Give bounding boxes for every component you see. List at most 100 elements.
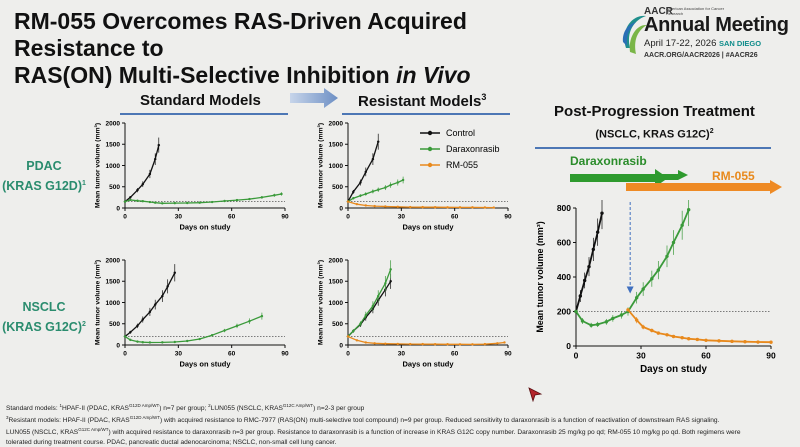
fn2d: ) with acquired resistance to RMC-7977 (… <box>159 417 720 425</box>
data-point-daraxonrasib <box>376 188 380 191</box>
x-tick-label: 0 <box>346 214 350 221</box>
data-point-daraxonrasib <box>141 341 145 344</box>
data-point-daraxonrasib <box>384 282 387 285</box>
y-tick-label: 500 <box>332 184 343 191</box>
data-point-daraxonrasib <box>123 335 127 338</box>
data-point-control <box>173 271 177 274</box>
timeline-daraxonrasib-bar-2 <box>628 170 688 180</box>
pdac-label: PDAC <box>26 159 62 173</box>
data-point-rm-055 <box>471 343 474 346</box>
data-point-control <box>587 264 591 269</box>
data-point-daraxonrasib <box>371 190 375 193</box>
data-point-daraxonrasib <box>364 314 368 317</box>
data-point-control <box>591 247 596 252</box>
data-point-rm-055 <box>408 342 412 346</box>
fn1-ref1: 1 <box>59 403 63 408</box>
data-point-control <box>136 188 139 192</box>
data-point-rm-055 <box>355 202 359 206</box>
timeline-rm055-label: RM-055 <box>712 169 755 183</box>
x-tick-label: 30 <box>175 214 183 221</box>
data-point-daraxonrasib <box>401 178 405 182</box>
x-tick-label: 60 <box>451 351 459 358</box>
data-point-daraxonrasib <box>260 314 264 318</box>
data-point-daraxonrasib <box>136 340 139 343</box>
header-resistant-models: Resistant Models3 <box>358 92 486 110</box>
y-tick-label: 1000 <box>106 163 121 170</box>
data-point-rm-055 <box>433 343 437 346</box>
data-point-daraxonrasib <box>656 268 661 272</box>
data-point-daraxonrasib <box>161 202 164 205</box>
slide-title: RM-055 Overcomes RAS-Driven Acquired Res… <box>14 8 574 89</box>
fn1a: Standard models: <box>6 405 60 413</box>
data-point-daraxonrasib <box>389 268 392 271</box>
data-point-control <box>376 140 380 143</box>
pdac-sub-text: (KRAS G12D) <box>2 179 82 194</box>
data-point-daraxonrasib <box>280 192 283 196</box>
x-axis-label: Days on study <box>402 360 454 369</box>
data-point-rm-055 <box>364 204 368 207</box>
data-point-control <box>371 157 375 161</box>
data-point-daraxonrasib <box>248 319 251 323</box>
chart-legend: Control Daraxonrasib RM-055 <box>420 128 500 170</box>
x-tick-label: 30 <box>398 214 406 221</box>
series-line-rm-055 <box>347 200 494 209</box>
data-point-rm-055 <box>458 343 462 346</box>
y-tick-label: 200 <box>557 306 571 316</box>
data-point-daraxonrasib <box>210 333 214 337</box>
data-point-rm-055 <box>408 205 412 209</box>
meeting-dates: April 17-22, 2026 SAN DIEGO <box>644 38 761 49</box>
data-point-daraxonrasib <box>634 295 639 300</box>
y-tick-label: 0 <box>116 342 120 349</box>
y-axis-label: Mean tumor volume (mm³) <box>318 123 325 208</box>
x-tick-label: 0 <box>123 214 127 221</box>
data-point-rm-055 <box>433 206 437 209</box>
fn3b: G12C Amp/WT <box>78 427 109 433</box>
fn1g: ) n=2-3 per group <box>313 405 365 413</box>
x-tick-label: 30 <box>175 351 183 358</box>
y-tick-label: 0 <box>339 205 343 212</box>
series-line-rm-055 <box>627 309 772 344</box>
data-point-rm-055 <box>769 340 773 344</box>
data-point-daraxonrasib <box>161 341 164 344</box>
y-tick-label: 500 <box>332 321 343 328</box>
data-point-control <box>578 294 583 298</box>
data-point-control <box>141 318 145 321</box>
y-tick-label: 1500 <box>329 279 344 286</box>
x-axis-label: Days on study <box>402 223 454 232</box>
legend-item-rm055: RM-055 <box>420 160 478 170</box>
x-tick-label: 90 <box>504 214 512 221</box>
y-tick-label: 2000 <box>106 120 121 127</box>
aacr-logo: AACR American Association for Cancer Res… <box>620 6 795 64</box>
x-axis-label: Days on study <box>179 223 231 232</box>
data-point-daraxonrasib <box>223 199 226 203</box>
data-point-daraxonrasib <box>235 198 239 202</box>
data-point-control <box>157 143 161 147</box>
data-point-control <box>153 157 157 161</box>
header-resistant-underline <box>342 113 510 115</box>
treatment-timeline: Daraxonrasib RM-055 <box>570 154 782 194</box>
data-point-control <box>389 280 392 283</box>
data-point-daraxonrasib <box>611 316 615 321</box>
fn1d: ) n=7 per group; <box>159 405 209 413</box>
data-point-control <box>129 331 132 334</box>
footnote-line-3: LUN055 (NSCLC, KRASG12C Amp/WT) with acq… <box>6 425 796 437</box>
series-line-daraxonrasib <box>575 209 690 327</box>
series-line-daraxonrasib <box>347 269 392 337</box>
data-point-daraxonrasib <box>123 200 127 203</box>
data-point-rm-055 <box>446 343 449 346</box>
y-axis-label: Mean tumor volume (mm³) <box>95 123 102 208</box>
y-tick-label: 1500 <box>106 279 121 286</box>
data-point-rm-055 <box>384 342 387 345</box>
dates-text: April 17-22, 2026 <box>644 38 717 49</box>
post-progression-title: Post-Progression Treatment <box>554 103 755 120</box>
data-point-daraxonrasib <box>359 194 362 197</box>
chart-pdac-resistant: 0 500 1000 1500 2000 0 30 60 90 Days on study Mean… <box>318 120 512 232</box>
x-tick-label: 0 <box>123 351 127 358</box>
data-point-daraxonrasib <box>686 208 691 212</box>
header-standard-underline <box>120 113 288 115</box>
data-point-rm-055 <box>626 308 630 312</box>
data-point-daraxonrasib <box>235 324 239 328</box>
data-point-daraxonrasib <box>396 181 400 184</box>
data-point-rm-055 <box>730 339 734 344</box>
aacr-swirl-icon <box>622 15 647 54</box>
